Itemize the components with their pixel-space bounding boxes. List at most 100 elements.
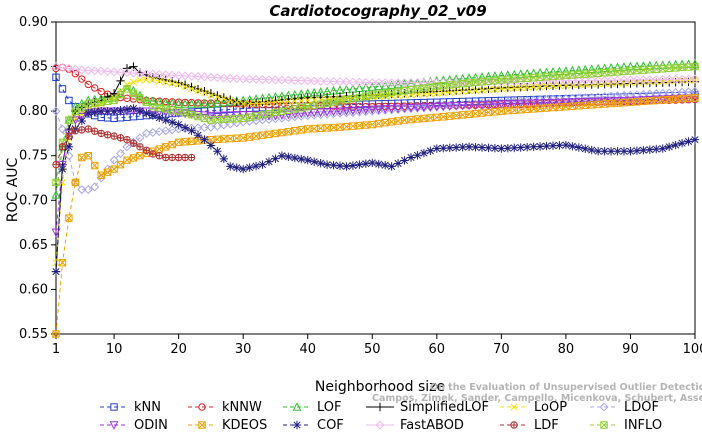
data-point [58,164,67,174]
data-point [632,61,642,71]
data-point [200,114,209,122]
data-point [264,114,274,124]
data-point [303,155,312,165]
data-point [206,72,216,82]
x-tick-label: 10 [106,342,123,357]
data-point [691,62,699,71]
data-point [181,138,189,146]
data-point [548,98,558,108]
data-point [445,143,454,153]
data-point [238,164,248,174]
data-point [458,79,467,88]
data-point [78,126,86,134]
data-point [619,147,629,156]
data-point [284,127,293,136]
data-point [459,87,467,96]
data-point [503,100,513,109]
legend-label: COF [317,418,344,433]
data-point [684,137,693,146]
data-point [639,66,648,74]
legend-item-knn: kNN [100,400,161,415]
data-point [368,120,376,129]
legend-marker [110,403,118,411]
data-point [155,152,163,160]
data-point [148,107,158,117]
data-point [400,104,409,113]
data-point [380,105,390,114]
data-point [90,66,100,76]
data-point [265,109,273,118]
data-point [367,82,377,91]
data-point [187,126,196,135]
data-point [226,96,234,104]
data-point [413,85,422,93]
data-point [420,84,428,92]
data-point [691,94,699,102]
data-point [522,142,532,152]
data-point [458,101,468,111]
data-point [225,73,235,83]
data-point [110,94,118,102]
data-point [329,109,339,119]
data-point [658,74,668,85]
data-point [199,72,209,82]
data-point [161,115,170,125]
data-point [71,70,80,78]
series-line [55,97,696,233]
data-point [413,151,422,160]
data-point [336,123,344,131]
data-point [83,185,93,195]
data-point [626,61,635,71]
data-point [291,105,299,113]
data-point [142,76,150,84]
data-point [451,102,461,111]
data-point [542,141,551,151]
data-point [677,74,687,84]
data-point [555,98,564,108]
data-point [510,84,518,92]
data-point [155,77,163,85]
data-point [96,106,106,116]
data-point [129,104,138,113]
x-tick-label: 50 [364,342,381,357]
data-point [471,109,480,118]
data-point [684,74,694,84]
data-point [52,330,60,338]
data-point [309,108,319,118]
data-point [671,74,681,84]
data-point [542,95,552,105]
data-point [155,113,164,123]
data-point [446,81,454,89]
data-point [90,182,100,192]
data-point [613,147,622,156]
data-point [264,75,274,85]
data-point [554,76,564,86]
data-point [329,77,339,87]
data-point [445,102,455,112]
data-point [645,95,655,105]
data-point [96,173,106,183]
data-point [116,134,125,142]
data-point [555,141,564,150]
data-point [426,83,435,91]
data-point [535,142,545,151]
data-point [393,78,403,88]
data-point [529,99,539,109]
data-point [193,72,203,82]
data-point [200,99,209,108]
x-tick-label: 60 [429,342,446,357]
plot-frame [55,21,696,335]
data-point [123,136,131,144]
data-point [542,67,551,77]
data-point [213,147,222,156]
data-point [51,190,61,199]
data-point [439,144,448,153]
data-point [684,87,694,97]
data-point [639,145,648,155]
data-point [193,84,203,94]
data-point [587,64,597,73]
data-point [258,115,268,125]
data-point [626,79,635,87]
data-point [174,153,183,162]
data-point [374,105,384,114]
